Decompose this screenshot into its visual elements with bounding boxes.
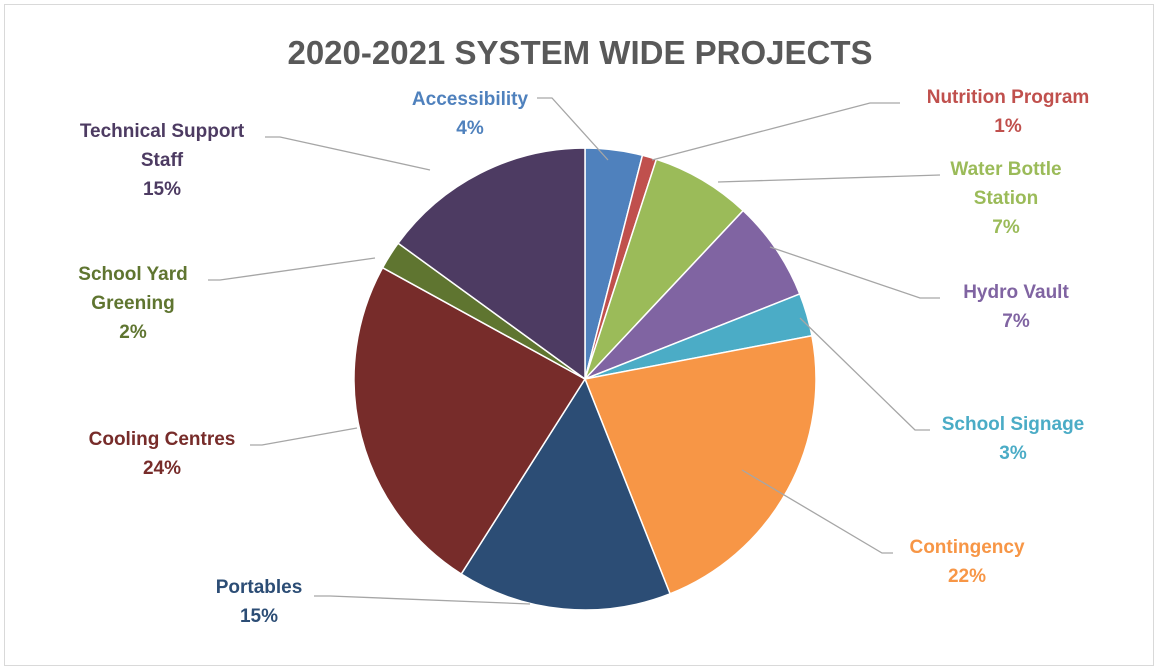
leader-line — [717, 174, 941, 183]
slice-percent: 24% — [143, 458, 181, 479]
leader-line — [208, 257, 376, 281]
slice-label: Hydro Vault 7% — [963, 282, 1069, 332]
slice-name: Portables — [216, 577, 303, 598]
pie-slice-technical-support-staff — [397, 147, 586, 381]
slice-name: Station — [974, 188, 1038, 209]
slice-percent: 2% — [119, 322, 147, 343]
slice-name: Contingency — [909, 537, 1024, 558]
slice-percent: 15% — [240, 606, 278, 627]
leader-line — [537, 97, 609, 161]
slice-label: Technical Support Staff 15% — [80, 121, 245, 200]
slice-label: Nutrition Program 1% — [927, 87, 1090, 137]
slice-percent: 1% — [994, 116, 1022, 137]
leader-line — [265, 136, 431, 171]
leader-line — [741, 469, 893, 554]
slice-name: Accessibility — [412, 89, 529, 110]
pie-slice-portables — [460, 377, 672, 611]
slice-percent: 4% — [456, 118, 484, 139]
leader-line — [250, 427, 358, 446]
slice-label: Contingency 22% — [909, 537, 1024, 587]
slice-percent: 7% — [992, 217, 1020, 238]
slice-name: Staff — [141, 150, 184, 171]
leader-line — [799, 317, 930, 431]
slice-percent: 7% — [1002, 311, 1030, 332]
slice-percent: 3% — [999, 443, 1027, 464]
leader-line — [769, 246, 940, 299]
slice-label: Accessibility 4% — [412, 89, 529, 139]
slice-name: Hydro Vault — [963, 282, 1069, 303]
leader-line — [651, 102, 900, 161]
pie-slice-cooling-centres — [353, 266, 587, 576]
pie-slices — [353, 147, 817, 611]
slice-name: Greening — [91, 293, 174, 314]
pie-slice-water-bottle-station — [584, 158, 745, 380]
slice-name: Nutrition Program — [927, 87, 1090, 108]
slice-label: School Signage 3% — [942, 414, 1085, 464]
slice-label: School Yard Greening 2% — [78, 264, 187, 343]
slice-label: Portables 15% — [216, 577, 303, 627]
slice-label: Water Bottle Station 7% — [950, 159, 1061, 238]
slice-name: Water Bottle — [950, 159, 1061, 180]
leader-lines — [208, 97, 941, 605]
leader-line — [314, 595, 531, 605]
slice-label: Cooling Centres 24% — [89, 429, 236, 479]
slice-name: School Yard — [78, 264, 187, 285]
slice-percent: 22% — [948, 566, 986, 587]
slice-name: School Signage — [942, 414, 1085, 435]
chart-title: 2020-2021 SYSTEM WIDE PROJECTS — [287, 34, 872, 71]
slice-labels: Accessibility 4% Nutrition Program 1% Water … — [78, 87, 1089, 627]
slice-name: Cooling Centres — [89, 429, 236, 450]
slice-name: Technical Support — [80, 121, 245, 142]
slice-percent: 15% — [143, 179, 181, 200]
pie-slice-contingency — [583, 334, 817, 595]
